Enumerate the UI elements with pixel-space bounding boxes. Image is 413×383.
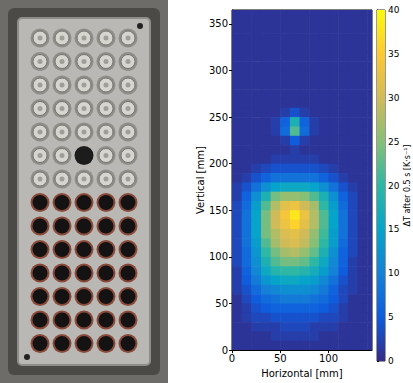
svg-text:15: 15 <box>388 224 399 234</box>
svg-text:10: 10 <box>388 268 400 278</box>
svg-text:20: 20 <box>388 181 400 191</box>
svg-text:5: 5 <box>388 312 394 322</box>
svg-text:100: 100 <box>319 353 338 364</box>
svg-text:350: 350 <box>209 18 228 29</box>
svg-text:Vertical [mm]: Vertical [mm] <box>195 146 206 214</box>
svg-text:30: 30 <box>388 93 400 103</box>
svg-text:250: 250 <box>209 112 228 123</box>
svg-text:0: 0 <box>388 356 394 366</box>
svg-text:150: 150 <box>209 205 228 216</box>
svg-text:35: 35 <box>388 49 399 59</box>
svg-text:100: 100 <box>209 251 228 262</box>
svg-text:0: 0 <box>222 345 228 356</box>
svg-text:Horizontal [mm]: Horizontal [mm] <box>261 368 343 379</box>
svg-text:40: 40 <box>388 5 400 15</box>
svg-text:50: 50 <box>215 298 228 309</box>
svg-text:25: 25 <box>388 137 399 147</box>
svg-text:ΔT after 0.5 s [K·s⁻¹]: ΔT after 0.5 s [K·s⁻¹] <box>403 145 412 227</box>
svg-text:0: 0 <box>229 353 235 364</box>
svg-text:300: 300 <box>209 65 228 76</box>
svg-text:200: 200 <box>209 158 228 169</box>
svg-text:50: 50 <box>274 353 287 364</box>
